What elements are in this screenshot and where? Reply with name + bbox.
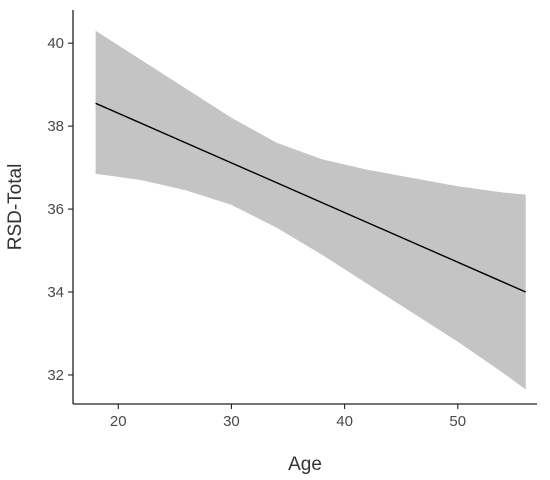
x-tick-label: 40 [336,413,353,430]
axes: 20 30 40 50 32 34 36 38 40 [47,10,537,430]
y-tick-label: 40 [47,35,64,52]
y-tick-label: 36 [47,201,64,218]
y-axis-title: RSD-Total [5,164,26,251]
y-tick-label: 38 [47,118,64,135]
confidence-band [95,30,526,390]
x-tick-label: 50 [449,413,466,430]
x-axis-title: Age [288,454,322,475]
y-tick-label: 34 [47,284,64,301]
x-tick-label: 30 [223,413,240,430]
y-tick-label: 32 [47,367,64,384]
plot-area [95,30,526,390]
regression-line [95,102,526,293]
x-tick-label: 20 [110,413,127,430]
